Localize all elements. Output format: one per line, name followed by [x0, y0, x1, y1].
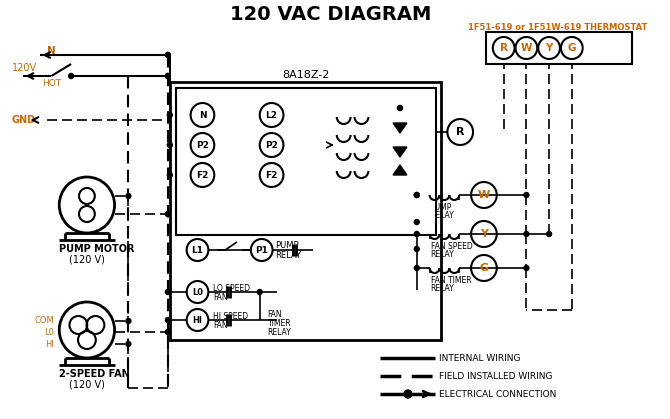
Circle shape: [165, 212, 170, 217]
Text: GND: GND: [12, 115, 36, 125]
Text: HI: HI: [46, 339, 54, 349]
Circle shape: [168, 142, 172, 147]
Text: P2: P2: [265, 140, 278, 150]
Circle shape: [165, 52, 170, 57]
Text: FAN: FAN: [213, 321, 228, 329]
Text: HI SPEED: HI SPEED: [213, 311, 249, 321]
Circle shape: [397, 106, 403, 111]
Polygon shape: [393, 165, 407, 175]
Text: 120V: 120V: [216, 111, 238, 119]
Text: R: R: [456, 127, 464, 137]
Text: Y: Y: [480, 229, 488, 239]
Text: F2: F2: [196, 171, 208, 179]
Circle shape: [414, 246, 419, 251]
Text: W: W: [478, 190, 490, 200]
Text: RELAY: RELAY: [431, 210, 454, 220]
Text: 1F51-619 or 1F51W-619 THERMOSTAT: 1F51-619 or 1F51W-619 THERMOSTAT: [468, 23, 648, 31]
Text: FAN TIMER: FAN TIMER: [431, 276, 471, 285]
Text: RELAY: RELAY: [275, 251, 302, 259]
Text: G: G: [479, 263, 488, 273]
Text: FAN: FAN: [213, 292, 228, 302]
Text: RELAY: RELAY: [267, 328, 291, 336]
Text: N: N: [198, 111, 206, 119]
Text: RELAY: RELAY: [431, 249, 454, 259]
Circle shape: [168, 112, 172, 117]
Text: L1: L1: [192, 246, 204, 254]
Text: L0: L0: [192, 287, 203, 297]
Text: PUMP MOTOR: PUMP MOTOR: [59, 244, 135, 254]
Text: 120V: 120V: [216, 171, 238, 179]
Circle shape: [165, 73, 170, 78]
Text: G: G: [567, 43, 576, 53]
Text: F2: F2: [265, 171, 278, 179]
Text: FIELD INSTALLED WIRING: FIELD INSTALLED WIRING: [440, 372, 553, 380]
Text: 240V: 240V: [285, 111, 307, 119]
Text: TIMER: TIMER: [267, 318, 291, 328]
Text: P1: P1: [255, 246, 268, 254]
Text: LO SPEED: LO SPEED: [213, 284, 251, 292]
Circle shape: [414, 220, 419, 225]
Text: W: W: [521, 43, 532, 53]
Text: Y: Y: [545, 43, 553, 53]
Bar: [170, 82, 442, 340]
Text: COM: COM: [35, 316, 54, 324]
Text: 120V: 120V: [12, 63, 37, 73]
Circle shape: [414, 266, 419, 271]
Polygon shape: [393, 147, 407, 157]
Text: HOT: HOT: [42, 80, 61, 88]
Text: 8A18Z-2: 8A18Z-2: [282, 70, 330, 80]
Circle shape: [547, 232, 551, 236]
Text: FAN: FAN: [267, 310, 282, 318]
Circle shape: [257, 290, 262, 295]
Text: FAN SPEED: FAN SPEED: [431, 241, 472, 251]
Text: 240V: 240V: [285, 171, 307, 179]
Circle shape: [165, 52, 170, 57]
Text: RELAY: RELAY: [431, 284, 454, 292]
Text: 240V: 240V: [285, 140, 307, 150]
Circle shape: [414, 192, 419, 197]
Text: 120V: 120V: [216, 140, 238, 150]
Circle shape: [524, 192, 529, 197]
Bar: [486, 32, 632, 64]
Polygon shape: [393, 123, 407, 133]
Circle shape: [165, 318, 170, 323]
Circle shape: [404, 390, 412, 398]
Circle shape: [68, 73, 74, 78]
Text: HI: HI: [192, 316, 202, 324]
Text: INTERNAL WIRING: INTERNAL WIRING: [440, 354, 521, 362]
Text: L0: L0: [44, 328, 54, 336]
Circle shape: [126, 341, 131, 347]
Circle shape: [165, 290, 170, 295]
Text: (120 V): (120 V): [69, 379, 105, 389]
Circle shape: [168, 173, 172, 178]
Text: PUMP: PUMP: [275, 241, 299, 249]
Bar: [176, 88, 436, 235]
Text: N: N: [47, 46, 56, 56]
Text: 2-SPEED FAN: 2-SPEED FAN: [59, 369, 130, 379]
Circle shape: [414, 232, 419, 236]
Circle shape: [414, 192, 419, 197]
Text: ELECTRICAL CONNECTION: ELECTRICAL CONNECTION: [440, 390, 557, 398]
Text: PUMP: PUMP: [431, 202, 452, 212]
Circle shape: [524, 232, 529, 236]
Circle shape: [524, 266, 529, 271]
Text: L2: L2: [265, 111, 277, 119]
Circle shape: [165, 73, 170, 78]
Circle shape: [126, 194, 131, 199]
Circle shape: [126, 318, 131, 323]
Text: (120 V): (120 V): [69, 254, 105, 264]
Text: P2: P2: [196, 140, 209, 150]
Text: R: R: [500, 43, 508, 53]
Circle shape: [165, 329, 170, 334]
Text: 120 VAC DIAGRAM: 120 VAC DIAGRAM: [230, 5, 431, 23]
